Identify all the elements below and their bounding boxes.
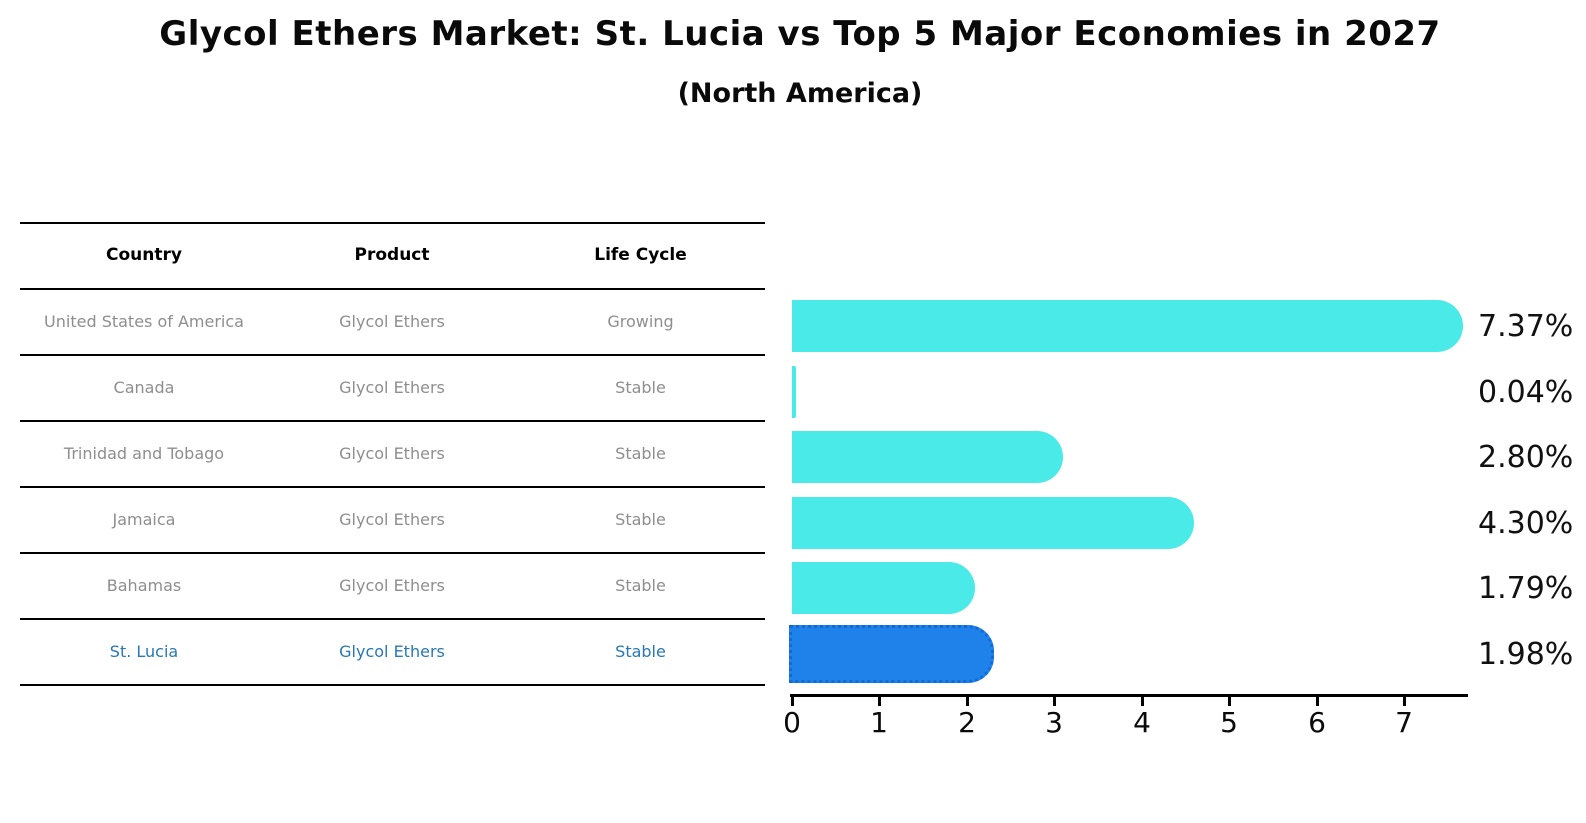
x-axis-tick [791, 696, 794, 706]
cell-country: St. Lucia [109, 641, 179, 661]
cell-country: Canada [113, 377, 175, 397]
bar-value-label-canada: 0.04% [1478, 374, 1574, 410]
x-axis-tick-label: 7 [1395, 706, 1413, 739]
table-row-bahamas: Bahamas Glycol Ethers Stable [20, 552, 765, 618]
x-axis-tick [1403, 696, 1406, 706]
cell-life-cycle: Stable [615, 443, 666, 463]
bar-value-label-jamaica: 4.30% [1478, 505, 1574, 541]
table-rule-line [20, 288, 765, 290]
cell-life-cycle: Stable [615, 509, 666, 529]
chart-title: Glycol Ethers Market: St. Lucia vs Top 5… [159, 14, 1441, 54]
x-axis-tick-label: 1 [870, 706, 888, 739]
cell-life-cycle: Growing [607, 311, 674, 331]
table-row-st-lucia: St. Lucia Glycol Ethers Stable [20, 618, 765, 684]
x-axis-tick-label: 5 [1220, 706, 1238, 739]
x-axis-line [790, 694, 1468, 697]
cell-country: United States of America [44, 311, 244, 331]
cell-life-cycle: Stable [615, 641, 666, 661]
x-axis-tick [1316, 696, 1319, 706]
bar-st-lucia [789, 625, 994, 683]
table-rule-line [20, 552, 765, 554]
table-rule-line [20, 618, 765, 620]
table-rule-line [20, 222, 765, 224]
column-header-life-cycle: Life Cycle [594, 245, 687, 265]
chart-subtitle: (North America) [677, 78, 923, 109]
cell-country: Trinidad and Tobago [63, 443, 225, 463]
cell-life-cycle: Stable [615, 575, 666, 595]
cell-product: Glycol Ethers [339, 575, 445, 595]
bar-value-label-st-lucia: 1.98% [1478, 636, 1574, 672]
bar-value-label-united-states-of-america: 7.37% [1478, 308, 1574, 344]
cell-country: Jamaica [112, 509, 176, 529]
table-rule-line [20, 684, 765, 686]
table-row-jamaica: Jamaica Glycol Ethers Stable [20, 486, 765, 552]
table-rule-line [20, 354, 765, 356]
bar-value-label-bahamas: 1.79% [1478, 570, 1574, 606]
column-header-country: Country [106, 245, 182, 265]
x-axis-tick [1053, 696, 1056, 706]
bar-jamaica [792, 497, 1194, 549]
cell-life-cycle: Stable [615, 377, 666, 397]
bar-trinidad-and-tobago [792, 431, 1063, 483]
bar-united-states-of-america [792, 300, 1463, 352]
cell-product: Glycol Ethers [339, 443, 445, 463]
column-header-product: Product [354, 245, 430, 265]
table-row-canada: Canada Glycol Ethers Stable [20, 354, 765, 420]
cell-product: Glycol Ethers [339, 311, 445, 331]
x-axis-tick-label: 0 [783, 706, 801, 739]
bar-bahamas [792, 562, 975, 614]
x-axis-tick-label: 4 [1133, 706, 1151, 739]
x-axis-tick [1141, 696, 1144, 706]
x-axis-tick [878, 696, 881, 706]
cell-product: Glycol Ethers [339, 641, 445, 661]
cell-product: Glycol Ethers [339, 377, 445, 397]
x-axis-tick-label: 3 [1045, 706, 1063, 739]
x-axis-tick [1228, 696, 1231, 706]
table-row-united-states-of-america: United States of America Glycol Ethers Gro… [20, 288, 765, 354]
table-header-row: Country Product Life Cycle [20, 222, 765, 288]
bar-value-label-trinidad-and-tobago: 2.80% [1478, 439, 1574, 475]
bar-canada [792, 366, 796, 418]
table-rule-line [20, 486, 765, 488]
x-axis-tick-label: 2 [958, 706, 976, 739]
cell-product: Glycol Ethers [339, 509, 445, 529]
table-rule-line [20, 420, 765, 422]
table-row-trinidad-and-tobago: Trinidad and Tobago Glycol Ethers Stable [20, 420, 765, 486]
cell-country: Bahamas [106, 575, 182, 595]
x-axis-tick [966, 696, 969, 706]
x-axis-tick-label: 6 [1308, 706, 1326, 739]
